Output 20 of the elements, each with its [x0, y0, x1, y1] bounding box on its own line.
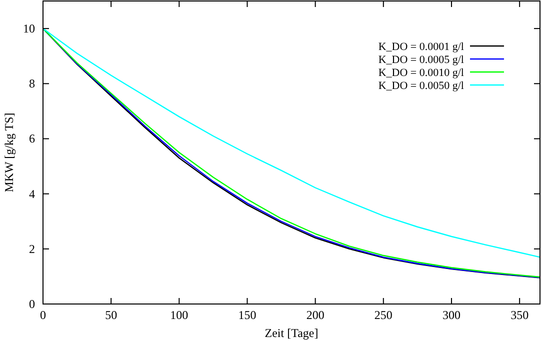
y-tick-label: 0 — [29, 297, 35, 311]
x-tick-label: 300 — [442, 308, 460, 322]
x-tick-label: 100 — [170, 308, 188, 322]
x-tick-label: 150 — [238, 308, 256, 322]
x-tick-label: 0 — [40, 308, 46, 322]
y-tick-label: 6 — [29, 132, 35, 146]
legend-label: K_DO = 0.0005 g/l — [378, 54, 464, 66]
x-tick-label: 250 — [374, 308, 392, 322]
x-tick-label: 350 — [510, 308, 529, 322]
y-tick-label: 4 — [29, 186, 35, 201]
y-tick-label: 8 — [29, 76, 35, 91]
legend-label: K_DO = 0.0050 g/l — [378, 80, 464, 92]
x-axis-title: Zeit [Tage] — [264, 326, 318, 340]
y-tick-label: 2 — [29, 242, 35, 256]
x-tick-label: 200 — [306, 308, 324, 322]
x-tick-label: 50 — [105, 308, 118, 322]
legend-label: K_DO = 0.0010 g/l — [378, 67, 464, 79]
legend-label: K_DO = 0.0001 g/l — [378, 41, 464, 53]
y-tick-label: 10 — [23, 22, 35, 36]
y-axis-title: MKW [g/kg TS] — [2, 112, 16, 192]
